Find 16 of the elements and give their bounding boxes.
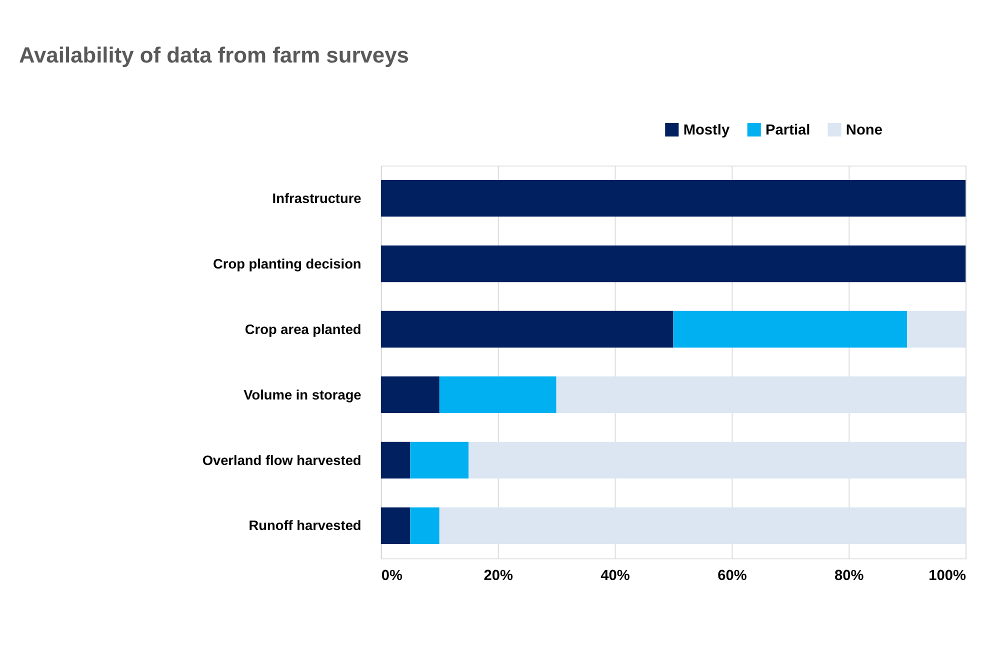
x-tick-label: 100% [928, 568, 966, 584]
chart-title: Availability of data from farm surveys [18, 42, 409, 68]
y-tick-label: Runoff harvested [248, 518, 362, 534]
x-tick-label: 80% [834, 568, 864, 584]
y-tick-label: Crop area planted [244, 322, 362, 337]
y-tick-label: Infrastructure [272, 190, 362, 206]
legend-label: Mostly [683, 122, 730, 138]
x-tick-label: 0% [381, 568, 403, 584]
legend-label: Partial [766, 122, 810, 138]
x-tick-label: 40% [600, 568, 630, 584]
x-tick-label: 20% [484, 568, 513, 584]
x-tick-label: 60% [718, 568, 747, 584]
y-tick-label: Crop planting decision [213, 256, 362, 272]
y-tick-label: Overland flow harvested [202, 452, 362, 468]
y-tick-label: Volume in storage [244, 387, 362, 402]
legend-label: None [846, 122, 882, 138]
